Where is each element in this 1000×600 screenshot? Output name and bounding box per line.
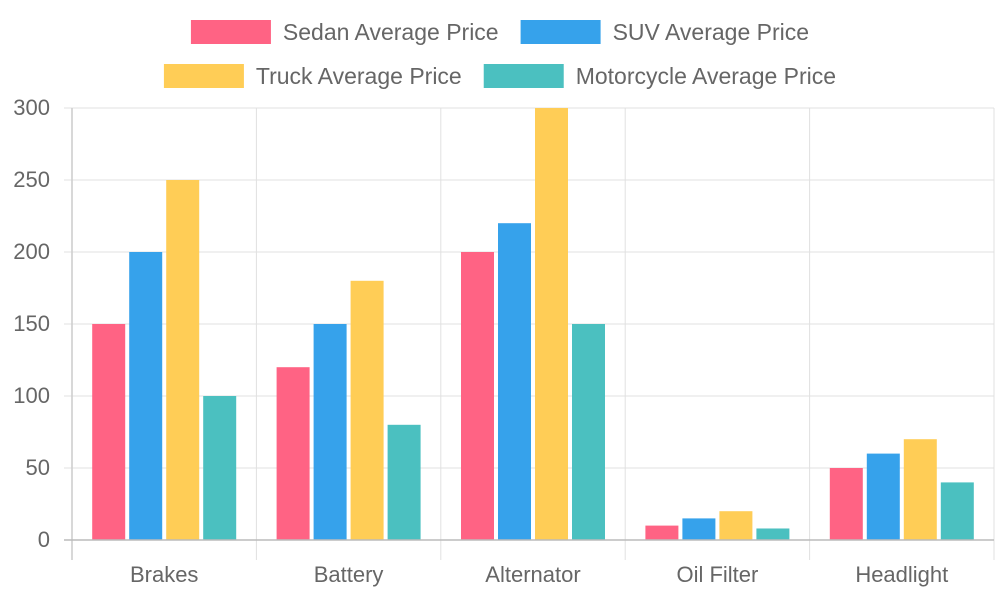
bar-oil-filter-4[interactable] [756, 528, 790, 540]
bar-battery-2[interactable] [313, 324, 347, 540]
legend-item-1[interactable]: Sedan Average Price [190, 19, 499, 45]
bar-oil-filter-1[interactable] [645, 525, 679, 540]
y-tick-label: 250 [13, 167, 50, 192]
legend-swatch [190, 20, 271, 44]
y-tick-label: 50 [26, 455, 50, 480]
bar-brakes-2[interactable] [129, 252, 163, 540]
legend-item-3[interactable]: Truck Average Price [163, 63, 462, 89]
axes [64, 108, 994, 560]
bar-oil-filter-3[interactable] [719, 511, 753, 540]
legend-item-4[interactable]: Motorcycle Average Price [483, 63, 836, 89]
bar-brakes-4[interactable] [203, 396, 237, 540]
legend-swatch [483, 64, 564, 88]
legend-label: Motorcycle Average Price [576, 63, 836, 89]
bar-battery-3[interactable] [350, 280, 384, 540]
legend-item-2[interactable]: SUV Average Price [520, 19, 809, 45]
y-tick-label: 150 [13, 311, 50, 336]
bar-alternator-4[interactable] [572, 324, 605, 540]
legend-swatch [163, 64, 244, 88]
x-tick-label: Oil Filter [676, 562, 758, 587]
legend-label: Truck Average Price [256, 63, 462, 89]
y-tick-label: 300 [13, 95, 50, 120]
legend-swatch [520, 20, 601, 44]
bar-brakes-1[interactable] [92, 324, 126, 540]
bars [92, 108, 974, 540]
bar-headlight-3[interactable] [903, 439, 937, 540]
bar-alternator-3[interactable] [535, 108, 568, 540]
legend-label: Sedan Average Price [283, 19, 499, 45]
legend-label: SUV Average Price [613, 19, 809, 45]
bar-headlight-2[interactable] [866, 453, 900, 540]
bar-battery-1[interactable] [276, 367, 310, 540]
y-tick-label: 200 [13, 239, 50, 264]
bar-alternator-2[interactable] [498, 223, 531, 540]
legend: Sedan Average Price SUV Average Price Truc… [163, 19, 836, 89]
y-tick-label: 100 [13, 383, 50, 408]
bar-headlight-4[interactable] [940, 482, 974, 540]
bar-headlight-1[interactable] [829, 468, 863, 540]
x-tick-label: Battery [314, 562, 384, 587]
bar-brakes-3[interactable] [166, 180, 200, 540]
bar-oil-filter-2[interactable] [682, 518, 716, 540]
bar-battery-4[interactable] [387, 424, 421, 540]
x-tick-label: Brakes [130, 562, 198, 587]
x-tick-label: Headlight [855, 562, 948, 587]
bar-alternator-1[interactable] [461, 252, 494, 540]
x-tick-label: Alternator [485, 562, 580, 587]
y-tick-label: 0 [38, 527, 50, 552]
axis-labels: 0 50 100 150 200 250 300 Brakes Battery Alternato… [13, 95, 948, 587]
